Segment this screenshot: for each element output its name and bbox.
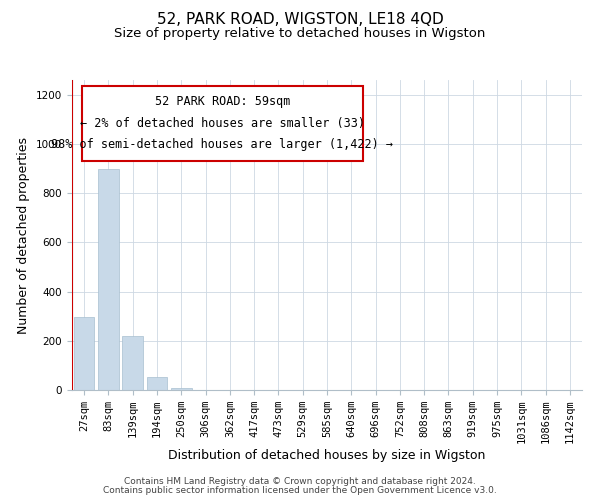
Bar bbox=[74, 318, 94, 390]
Y-axis label: Number of detached properties: Number of detached properties bbox=[17, 136, 31, 334]
FancyBboxPatch shape bbox=[82, 86, 363, 160]
Bar bbox=[98, 168, 119, 390]
Text: Size of property relative to detached houses in Wigston: Size of property relative to detached ho… bbox=[115, 28, 485, 40]
Bar bbox=[171, 388, 191, 390]
Text: 52, PARK ROAD, WIGSTON, LE18 4QD: 52, PARK ROAD, WIGSTON, LE18 4QD bbox=[157, 12, 443, 28]
Text: ← 2% of detached houses are smaller (33): ← 2% of detached houses are smaller (33) bbox=[80, 117, 365, 130]
Bar bbox=[146, 377, 167, 390]
X-axis label: Distribution of detached houses by size in Wigston: Distribution of detached houses by size … bbox=[169, 449, 485, 462]
Text: Contains public sector information licensed under the Open Government Licence v3: Contains public sector information licen… bbox=[103, 486, 497, 495]
Bar bbox=[122, 336, 143, 390]
Text: 52 PARK ROAD: 59sqm: 52 PARK ROAD: 59sqm bbox=[155, 96, 290, 108]
Text: Contains HM Land Registry data © Crown copyright and database right 2024.: Contains HM Land Registry data © Crown c… bbox=[124, 477, 476, 486]
Text: 98% of semi-detached houses are larger (1,422) →: 98% of semi-detached houses are larger (… bbox=[52, 138, 394, 151]
